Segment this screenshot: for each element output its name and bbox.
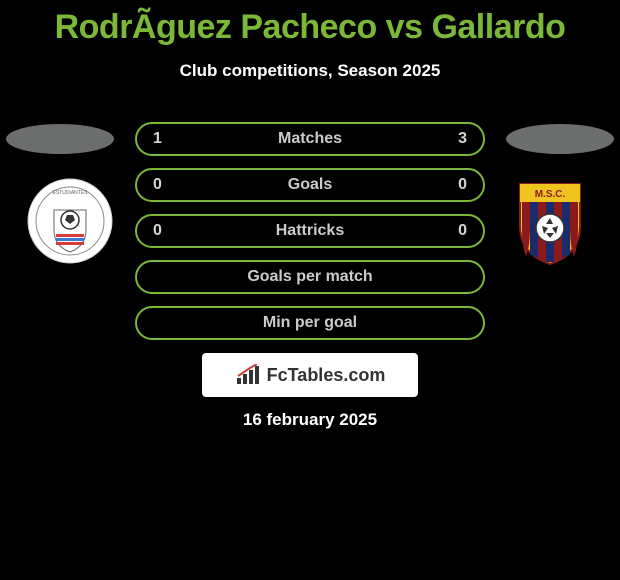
stat-row-matches: 1 Matches 3	[135, 122, 485, 156]
svg-text:ESTUDIANTES: ESTUDIANTES	[52, 190, 88, 196]
stat-label: Goals per match	[137, 268, 483, 286]
stat-label: Matches	[137, 130, 483, 148]
club-badge-left: ESTUDIANTES	[20, 176, 120, 266]
club-badge-right: M.S.C.	[500, 176, 600, 266]
stat-row-min-per-goal: Min per goal	[135, 306, 485, 340]
player-shadow-right	[506, 124, 614, 154]
chart-icon	[235, 364, 261, 386]
stat-row-goals: 0 Goals 0	[135, 168, 485, 202]
svg-text:M.S.C.: M.S.C.	[535, 189, 566, 200]
site-name: FcTables.com	[267, 365, 386, 386]
stats-table: 1 Matches 3 0 Goals 0 0 Hattricks 0 Goal…	[135, 122, 485, 352]
page-subtitle: Club competitions, Season 2025	[0, 61, 620, 81]
footer-date: 16 february 2025	[0, 410, 620, 430]
site-logo: FcTables.com	[202, 353, 418, 397]
stat-row-goals-per-match: Goals per match	[135, 260, 485, 294]
stat-row-hattricks: 0 Hattricks 0	[135, 214, 485, 248]
player-shadow-left	[6, 124, 114, 154]
stat-label: Min per goal	[137, 314, 483, 332]
stat-label: Goals	[137, 176, 483, 194]
page-title: RodrÃ­guez Pacheco vs Gallardo	[0, 0, 620, 47]
stat-label: Hattricks	[137, 222, 483, 240]
